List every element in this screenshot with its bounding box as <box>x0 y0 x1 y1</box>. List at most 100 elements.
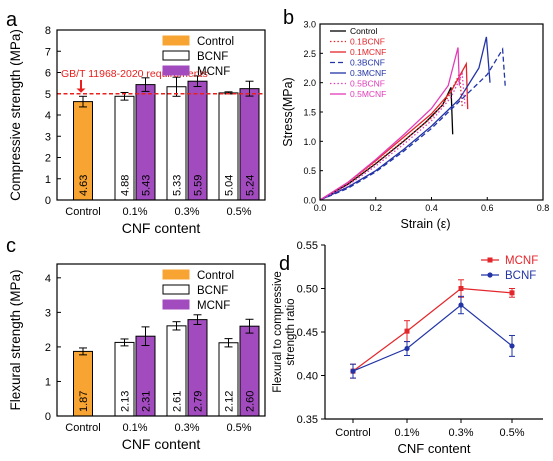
category-label: 0.5% <box>499 427 524 439</box>
x-axis-title: CNF content <box>122 220 201 236</box>
y-tick-label: 1.0 <box>303 137 316 147</box>
x-tick-label: 0.2 <box>369 203 382 213</box>
category-label: 0.1% <box>122 422 147 434</box>
y-tick-label: 2.0 <box>303 78 316 88</box>
y-axis-title-line2: strength ratio <box>285 298 297 365</box>
panel-d-strength-ratio: d 0.35 0.40 0.45 0.50 0.55 Control 0.1% 0.3% 0.5%… <box>272 240 543 456</box>
y-tick-label: 2 <box>45 153 51 165</box>
panel-label-b: b <box>283 7 294 29</box>
data-point-mcnf <box>509 290 515 296</box>
legend-swatch-bcnf <box>162 284 190 295</box>
legend-label: BCNF <box>197 51 228 63</box>
value-label: 2.61 <box>172 391 184 412</box>
legend-marker <box>487 272 493 278</box>
curve-0.3bcnf <box>319 47 507 201</box>
category-label: 0.3% <box>448 427 473 439</box>
y-tick-label: 2 <box>45 342 51 354</box>
category-label: 0.1% <box>122 206 147 218</box>
legend-swatch-bcnf <box>162 50 190 61</box>
panel-c-frame <box>56 263 266 417</box>
value-label: 5.43 <box>141 175 153 196</box>
y-tick-label: 0.5 <box>303 166 316 176</box>
panel-label-c: c <box>6 235 16 257</box>
y-tick-label: 0.50 <box>297 284 318 296</box>
data-point-mcnf <box>458 286 464 291</box>
value-label: 5.33 <box>172 175 184 196</box>
value-label: 2.13 <box>120 391 132 412</box>
y-tick-label: 2.5 <box>303 49 316 59</box>
y-axis-title: Flexural strength (MPa) <box>8 269 23 410</box>
y-tick-label: 0.55 <box>297 240 318 252</box>
panel-label-d: d <box>279 253 290 275</box>
value-label: 5.24 <box>245 175 257 196</box>
value-label: 2.79 <box>193 391 205 412</box>
legend-label: MCNF <box>505 255 538 267</box>
y-tick-label: 0 <box>45 195 51 207</box>
x-axis-title: CNF content <box>398 441 471 456</box>
data-point-bcnf <box>404 345 410 352</box>
reference-arrow-head <box>76 88 86 93</box>
y-tick-label: 4 <box>45 273 51 285</box>
data-point-mcnf <box>404 328 410 334</box>
panel-b-stress-strain: b 0.0 0.5 1.0 1.5 2.0 2.5 3.0 0.0 0.2 0.4 0.6 0.8 Con… <box>281 7 549 231</box>
y-tick-label: 0.35 <box>297 414 318 426</box>
legend-label: 0.1MCNF <box>350 47 386 57</box>
x-tick-label: 0.4 <box>425 203 438 213</box>
legend-label: MCNF <box>197 66 230 78</box>
panel-label-a: a <box>6 9 18 31</box>
y-tick-label: 0.0 <box>303 196 316 206</box>
curve-control <box>319 87 454 201</box>
y-axis-title: Compressive strength (MPa) <box>8 29 23 201</box>
data-point-bcnf <box>350 368 356 374</box>
x-tick-label: 0.8 <box>537 203 550 213</box>
legend-swatch-mcnf <box>162 299 190 310</box>
x-axis-title: CNF content <box>122 436 201 452</box>
y-tick-label: 0.40 <box>297 371 318 383</box>
category-label: 0.3% <box>174 422 199 434</box>
category-label: 0.5% <box>226 206 251 218</box>
legend-label: 0.3MCNF <box>350 68 386 78</box>
data-point-bcnf <box>509 343 515 349</box>
series-line-mcnf <box>352 287 513 372</box>
value-label: 4.63 <box>78 175 90 196</box>
y-tick-label: 1.5 <box>303 108 316 118</box>
category-label: 0.5% <box>226 422 251 434</box>
y-tick-label: 3 <box>45 131 51 143</box>
legend-swatch-control <box>162 35 190 46</box>
legend-swatch-control <box>162 269 190 280</box>
legend-label: Control <box>350 26 378 36</box>
category-label: 0.1% <box>394 427 419 439</box>
legend-label: 0.1BCNF <box>350 37 385 47</box>
y-axis-title: Stress(MPa) <box>281 77 295 146</box>
x-tick-label: 0.0 <box>314 203 327 213</box>
curve-0.3mcnf <box>319 36 491 201</box>
y-tick-label: 1 <box>45 376 51 388</box>
y-tick-label: 1 <box>45 174 51 186</box>
legend-label: Control <box>197 270 234 282</box>
y-tick-label: 8 <box>45 25 51 37</box>
curve-0.1bcnf <box>319 71 463 201</box>
legend-swatch-mcnf <box>162 65 190 76</box>
category-label: Control <box>335 427 370 439</box>
legend-label: MCNF <box>197 300 230 312</box>
category-label: Control <box>65 422 100 434</box>
value-label: 5.04 <box>224 175 236 196</box>
value-label: 2.12 <box>224 391 236 412</box>
legend-label: 0.5MCNF <box>350 89 386 99</box>
y-tick-label: 0.45 <box>297 327 318 339</box>
curve-0.5mcnf <box>319 47 461 201</box>
curve-0.5bcnf <box>319 71 466 201</box>
y-tick-label: 3.0 <box>303 20 316 30</box>
legend-label: BCNF <box>197 285 228 297</box>
x-tick-label: 0.6 <box>481 203 494 213</box>
legend-label: 0.5BCNF <box>350 79 385 89</box>
y-tick-label: 3 <box>45 307 51 319</box>
value-label: 4.88 <box>120 175 132 196</box>
y-tick-label: 5 <box>45 89 51 101</box>
y-tick-label: 0 <box>45 411 51 423</box>
panel-b-frame <box>319 23 544 201</box>
y-tick-label: 4 <box>45 110 51 122</box>
panel-a-frame <box>56 29 266 201</box>
curve-0.1mcnf <box>319 61 469 201</box>
